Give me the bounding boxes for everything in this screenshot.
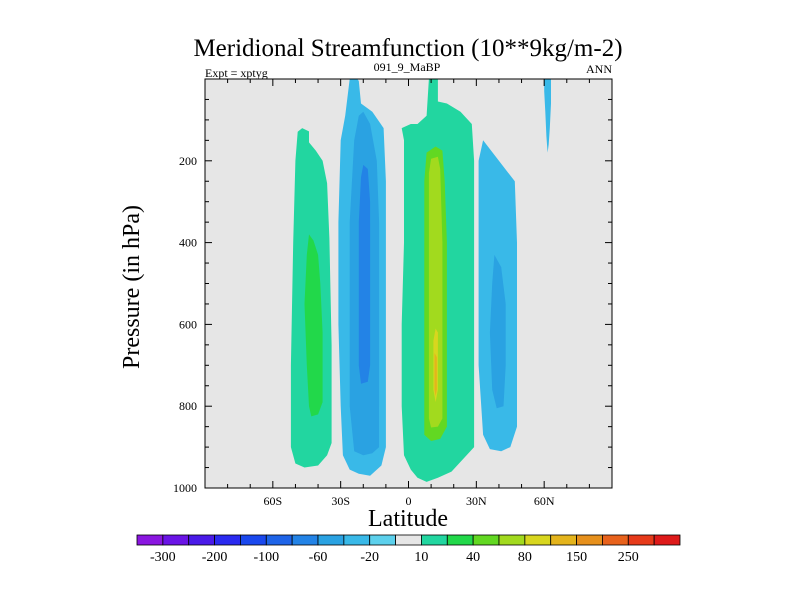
colorbar-box: [214, 534, 241, 546]
x-tick-label: 30N: [466, 494, 487, 508]
colorbar-label: -300: [150, 550, 176, 565]
colorbar-label: 40: [466, 550, 480, 565]
colorbar-box: [291, 534, 319, 546]
x-axis-label: Latitude: [368, 506, 448, 532]
colorbar-label: -60: [309, 550, 328, 565]
y-tick-label: 200: [179, 154, 197, 168]
colorbar-label: -200: [202, 550, 228, 565]
colorbar-box: [602, 534, 629, 546]
season-label: ANN: [586, 62, 612, 76]
colorbar-box: [369, 534, 396, 546]
experiment-label: Expt = xptyg: [205, 66, 268, 80]
colorbar-label: 10: [414, 550, 428, 565]
x-tick-label: 30S: [331, 494, 350, 508]
colorbar-label: -100: [253, 550, 279, 565]
x-tick-label: 60S: [263, 494, 282, 508]
colorbar-label: 250: [618, 550, 639, 565]
colorbar-box: [524, 534, 552, 546]
colorbar-label: 80: [518, 550, 532, 565]
colorbar-box: [550, 534, 577, 546]
y-tick-label: 1000: [173, 481, 197, 495]
colorbar-box: [162, 534, 190, 546]
contour-60: [428, 156, 443, 428]
x-tick-label: 60N: [534, 494, 555, 508]
colorbar-box: [240, 534, 267, 546]
colorbar-box: [446, 534, 474, 546]
colorbar-box: [653, 534, 681, 546]
colorbar-box: [395, 534, 422, 546]
colorbar-box: [576, 534, 603, 546]
contour-20: [304, 234, 323, 417]
colorbar-label: -20: [360, 550, 379, 565]
y-tick-label: 600: [179, 317, 197, 331]
run-label: 091_9_MaBP: [374, 60, 441, 74]
colorbar-box: [317, 534, 345, 546]
colorbar-box: [188, 534, 215, 546]
contour-neg40: [358, 164, 371, 384]
y-tick-label: 800: [179, 399, 197, 413]
colorbar-box: [627, 534, 655, 546]
colorbar-box: [265, 534, 293, 546]
axis-layer: 60S 30S 0 30N 60N 200 400 600 800 1000: [173, 79, 612, 508]
colorbar: -300 -200 -100 -60 -20 10 40 80 150 250: [136, 534, 681, 565]
colorbar-box: [472, 534, 500, 546]
colorbar-box: [498, 534, 526, 546]
contour-100: [434, 353, 437, 396]
x-tick-label: 0: [406, 494, 412, 508]
colorbar-label: 150: [566, 550, 587, 565]
contour-neg20: [489, 254, 506, 409]
y-tick-label: 400: [179, 236, 197, 250]
y-axis-label: Pressure (in hPa): [119, 205, 145, 369]
colorbar-box: [136, 534, 164, 546]
contour-neg10: [544, 79, 551, 153]
contour-layer: [290, 79, 551, 482]
colorbar-box: [343, 534, 371, 546]
chart-title: Meridional Streamfunction (10**9kg/m-2): [193, 35, 622, 62]
colorbar-box: [421, 534, 448, 546]
